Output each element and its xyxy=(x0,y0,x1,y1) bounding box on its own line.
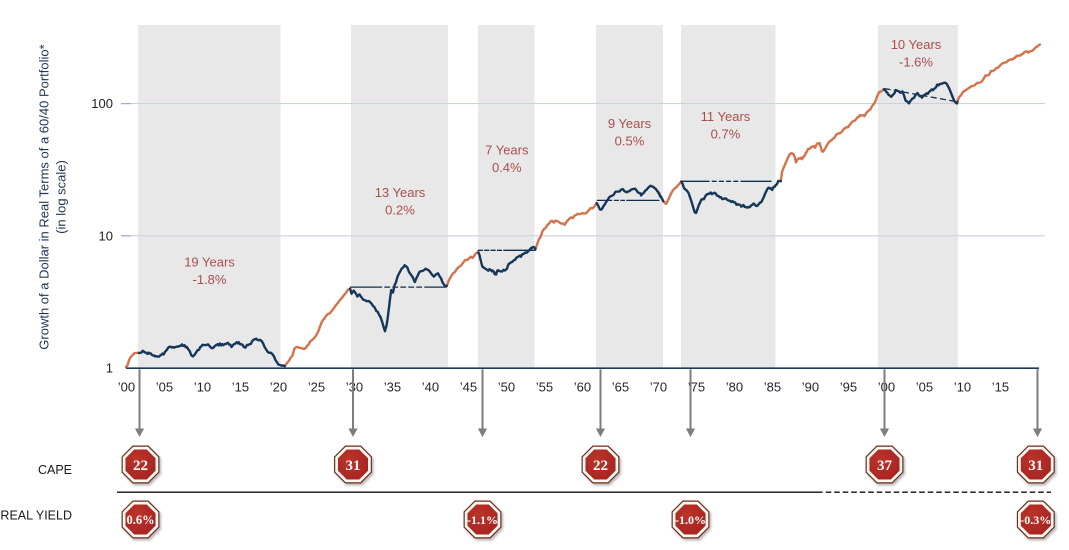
svg-text:’95: ’95 xyxy=(840,380,857,395)
svg-text:CAPE: CAPE xyxy=(38,463,72,477)
svg-text:’50: ’50 xyxy=(498,380,515,395)
svg-text:22: 22 xyxy=(593,458,608,474)
svg-text:9 Years: 9 Years xyxy=(608,116,652,131)
svg-text:31: 31 xyxy=(346,458,361,474)
svg-text:’15: ’15 xyxy=(992,380,1009,395)
svg-text:’65: ’65 xyxy=(612,380,629,395)
svg-text:7 Years: 7 Years xyxy=(485,143,529,158)
svg-text:1: 1 xyxy=(106,361,113,376)
svg-text:(in log scale): (in log scale) xyxy=(54,160,69,234)
svg-text:0.5%: 0.5% xyxy=(615,134,645,149)
svg-text:0.6%: 0.6% xyxy=(126,513,154,527)
svg-text:’90: ’90 xyxy=(802,380,819,395)
svg-text:-1.0%: -1.0% xyxy=(675,513,706,527)
svg-text:’15: ’15 xyxy=(232,380,249,395)
svg-text:’30: ’30 xyxy=(346,380,363,395)
svg-text:0.4%: 0.4% xyxy=(492,160,522,175)
svg-text:’55: ’55 xyxy=(536,380,553,395)
svg-text:-1.6%: -1.6% xyxy=(899,54,933,69)
svg-text:’00: ’00 xyxy=(118,380,135,395)
svg-text:31: 31 xyxy=(1028,458,1043,474)
svg-text:-0.3%: -0.3% xyxy=(1020,513,1051,527)
svg-text:’40: ’40 xyxy=(422,380,439,395)
svg-text:19 Years: 19 Years xyxy=(184,255,235,270)
svg-text:’35: ’35 xyxy=(384,380,401,395)
svg-text:10 Years: 10 Years xyxy=(891,37,942,52)
svg-text:0.7%: 0.7% xyxy=(711,127,741,142)
svg-text:-1.1%: -1.1% xyxy=(467,513,498,527)
svg-text:’20: ’20 xyxy=(270,380,287,395)
svg-text:22: 22 xyxy=(133,458,148,474)
svg-text:’05: ’05 xyxy=(916,380,933,395)
svg-text:-1.8%: -1.8% xyxy=(193,272,227,287)
svg-text:’25: ’25 xyxy=(308,380,325,395)
svg-text:37: 37 xyxy=(877,458,893,474)
svg-text:13 Years: 13 Years xyxy=(375,185,426,200)
svg-text:’10: ’10 xyxy=(954,380,971,395)
svg-text:11 Years: 11 Years xyxy=(701,109,751,124)
svg-text:10: 10 xyxy=(99,228,113,243)
svg-text:REAL YIELD: REAL YIELD xyxy=(0,509,72,523)
svg-text:’75: ’75 xyxy=(688,380,705,395)
svg-text:’70: ’70 xyxy=(650,380,667,395)
svg-text:100: 100 xyxy=(91,96,113,111)
svg-text:’45: ’45 xyxy=(460,380,477,395)
svg-text:’60: ’60 xyxy=(574,380,591,395)
svg-text:0.2%: 0.2% xyxy=(385,203,415,218)
svg-text:’80: ’80 xyxy=(726,380,743,395)
svg-text:’85: ’85 xyxy=(764,380,781,395)
svg-text:’05: ’05 xyxy=(156,380,173,395)
svg-text:’10: ’10 xyxy=(194,380,211,395)
svg-text:’00: ’00 xyxy=(878,380,895,395)
svg-text:Growth of a Dollar in Real Ter: Growth of a Dollar in Real Terms of a 60… xyxy=(37,44,52,349)
